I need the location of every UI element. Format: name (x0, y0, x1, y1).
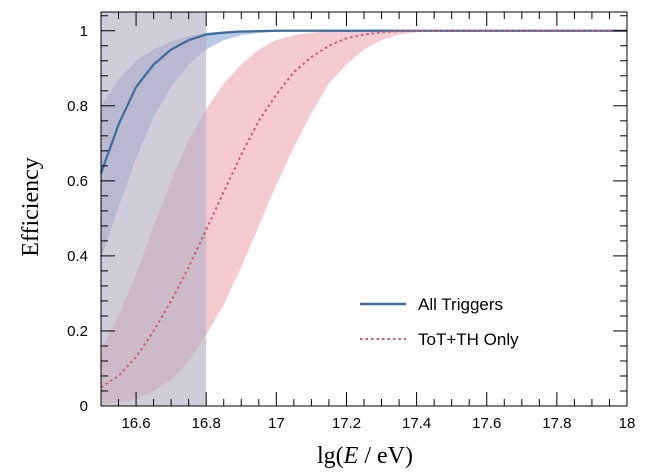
series-line-1 (100, 29, 627, 389)
x-tick-label: 17.6 (472, 415, 501, 432)
x-axis-title-prefix: lg( (317, 443, 344, 469)
x-tick-label: 16.6 (121, 415, 150, 432)
x-tick-label: 17.4 (402, 415, 431, 432)
shaded-region (101, 12, 207, 406)
x-tick-label: 17.8 (542, 415, 571, 432)
y-tick-label: 0.8 (67, 98, 88, 115)
x-axis-title-variable: E (343, 443, 359, 469)
y-axis-title: Efficiency (18, 157, 44, 257)
x-tick-label: 18 (619, 415, 636, 432)
plot-area (99, 12, 627, 406)
x-tick-label: 17 (268, 415, 285, 432)
y-tick-label: 0.4 (67, 248, 88, 265)
legend: All Triggers ToT+TH Only (360, 295, 519, 349)
axes: 16.6 16.8 17 17.2 17.4 17.6 17.8 18 0 0.2 0.4 0.6 0.… (67, 11, 636, 432)
y-tick-label: 0 (80, 398, 88, 415)
y-tick-label: 0.2 (67, 323, 88, 340)
x-axis-title: lg(E / eV) (317, 443, 413, 469)
legend-label-all-triggers: All Triggers (418, 295, 503, 314)
y-tick-label: 0.6 (67, 173, 88, 190)
legend-label-tot-th-only: ToT+TH Only (418, 330, 519, 349)
x-tick-label: 16.8 (192, 415, 221, 432)
y-tick-label: 1 (80, 23, 88, 40)
uncertainty-band-1 (101, 30, 627, 405)
x-axis-title-suffix: / eV) (358, 443, 413, 469)
x-tick-label: 17.2 (332, 415, 361, 432)
